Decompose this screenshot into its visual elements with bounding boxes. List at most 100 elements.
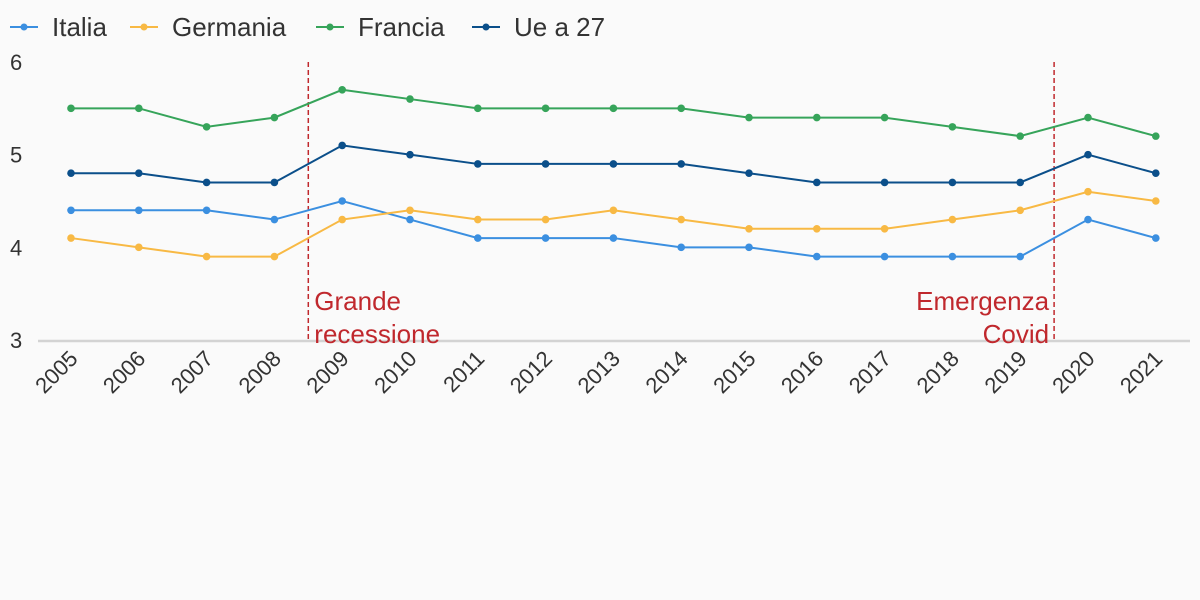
annotation-label-line: recessione	[314, 319, 440, 349]
data-point	[67, 234, 75, 242]
data-point	[677, 215, 685, 224]
y-tick-label: 4	[10, 235, 22, 260]
data-point	[1152, 132, 1160, 140]
x-tick-label: 2018	[912, 346, 964, 398]
data-point	[406, 206, 414, 215]
data-point	[270, 252, 279, 261]
data-point	[880, 113, 889, 122]
legend-swatch-marker	[326, 23, 334, 31]
data-point	[813, 252, 821, 261]
data-point	[135, 243, 143, 252]
data-point	[677, 160, 685, 168]
data-point	[270, 178, 279, 187]
data-point	[338, 215, 347, 224]
data-point	[880, 252, 889, 261]
data-point	[474, 234, 482, 242]
x-tick-label: 2005	[30, 346, 82, 398]
data-point	[67, 206, 75, 215]
x-tick-label: 2015	[708, 346, 760, 398]
legend-swatch-marker	[482, 23, 490, 31]
annotation-label: Grande recessione	[314, 286, 440, 349]
legend-item: Italia	[10, 12, 107, 42]
x-tick-label: 2007	[166, 346, 218, 398]
data-point	[541, 215, 550, 224]
data-point	[202, 206, 211, 215]
data-point	[609, 160, 618, 168]
data-point	[1152, 234, 1160, 242]
x-tick-label: 2019	[979, 346, 1031, 398]
data-point	[745, 113, 753, 122]
x-tick-label: 2010	[369, 346, 421, 398]
legend-swatch-marker	[20, 23, 28, 31]
data-point	[406, 215, 414, 224]
data-point	[677, 104, 685, 113]
data-point	[1152, 169, 1160, 177]
y-tick-label: 6	[10, 50, 22, 75]
data-point	[813, 178, 821, 187]
data-point	[1152, 197, 1160, 205]
data-point	[541, 104, 550, 113]
x-tick-label: 2017	[844, 346, 896, 398]
series-italia	[67, 197, 1160, 261]
data-point	[1016, 132, 1024, 140]
x-tick-label: 2013	[573, 346, 625, 398]
legend-item: Ue a 27	[472, 12, 605, 42]
data-point	[677, 243, 685, 252]
y-tick-label: 3	[10, 328, 22, 353]
data-point	[474, 215, 482, 224]
legend-swatch-marker	[140, 23, 148, 31]
data-point	[609, 234, 618, 242]
series-germania	[67, 187, 1160, 261]
data-point	[1016, 178, 1024, 187]
data-point	[338, 197, 347, 205]
series-group	[67, 86, 1160, 261]
data-point	[541, 234, 550, 242]
data-point	[745, 169, 753, 177]
x-axis: 2005 2006 2007 2008 2009 2010 2011 2012 2013 2014…	[30, 339, 1190, 398]
data-point	[202, 178, 211, 187]
data-point	[745, 225, 753, 233]
data-point	[406, 150, 414, 159]
data-point	[609, 206, 618, 215]
data-point	[67, 169, 75, 177]
data-point	[270, 215, 279, 224]
data-point	[948, 123, 957, 131]
data-point	[67, 104, 75, 113]
series-francia	[67, 86, 1160, 140]
data-point	[813, 113, 821, 122]
data-point	[202, 252, 211, 261]
x-tick-label: 2008	[234, 346, 286, 398]
legend-label: Italia	[52, 12, 107, 42]
data-point	[270, 113, 279, 122]
data-point	[609, 104, 618, 113]
legend-label: Francia	[358, 12, 445, 42]
data-point	[135, 104, 143, 113]
data-point	[1084, 215, 1092, 224]
legend: Italia Germania Francia Ue a 27	[10, 12, 605, 42]
data-point	[948, 215, 957, 224]
x-tick-label: 2006	[98, 346, 150, 398]
data-point	[813, 225, 821, 233]
data-point	[1084, 113, 1092, 122]
legend-item: Germania	[130, 12, 287, 42]
data-point	[1084, 187, 1092, 196]
annotation: Emergenza Covid	[916, 62, 1055, 349]
data-point	[338, 86, 347, 94]
x-tick-label: 2012	[505, 346, 557, 398]
data-point	[745, 243, 753, 252]
series-ue-a-27	[67, 141, 1160, 187]
x-tick-label: 2021	[1115, 346, 1167, 398]
y-tick-label: 5	[10, 143, 22, 168]
legend-label: Germania	[172, 12, 287, 42]
series-line	[70, 190, 1156, 258]
data-point	[1016, 206, 1024, 215]
data-point	[135, 206, 143, 215]
x-tick-label: 2014	[640, 346, 692, 398]
data-point	[135, 169, 143, 177]
data-point	[474, 160, 482, 168]
data-point	[880, 178, 889, 187]
data-point	[406, 95, 414, 103]
data-point	[474, 104, 482, 113]
legend-item: Francia	[316, 12, 445, 42]
